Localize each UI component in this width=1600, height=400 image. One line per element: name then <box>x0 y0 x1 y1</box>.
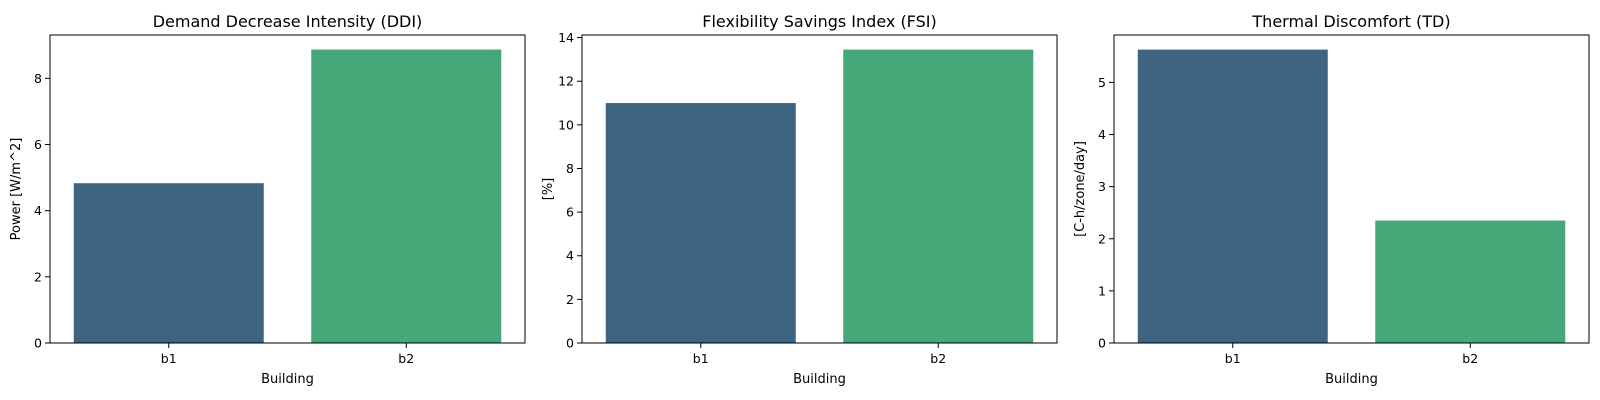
x-tick-label: b2 <box>398 351 414 366</box>
chart-panel-3: b1 b2 0 1 2 3 4 5 Thermal Discomfort (TD) Buildin… <box>1073 12 1590 387</box>
y-tick-label: 12 <box>558 74 574 89</box>
chart-panel-1: b1 b2 0 2 4 6 8 Demand Decrease Intensity (DDI)… <box>9 12 526 387</box>
y-tick-label: 6 <box>34 137 42 152</box>
chart-panel-2: b1 b2 0 2 4 6 8 10 12 14 Flexibility Savings Index… <box>541 12 1058 387</box>
x-axis-label: Building <box>261 372 314 387</box>
chart-title: Demand Decrease Intensity (DDI) <box>153 12 423 31</box>
x-tick-label: b1 <box>161 351 177 366</box>
y-tick-label: 0 <box>34 336 42 351</box>
y-tick-label: 8 <box>566 161 574 176</box>
y-tick-label: 2 <box>1098 231 1106 246</box>
y-tick-label: 1 <box>1098 283 1106 298</box>
x-tick-label: b2 <box>1462 351 1478 366</box>
bar-b1 <box>605 103 796 343</box>
y-tick-label: 10 <box>558 117 574 132</box>
axes-frame <box>581 34 1058 344</box>
y-tick-label: 2 <box>34 269 42 284</box>
bar-b2 <box>843 49 1034 343</box>
y-tick-label: 0 <box>566 336 574 351</box>
bar-b1 <box>1137 49 1328 343</box>
y-tick-label: 0 <box>1098 336 1106 351</box>
x-tick-label: b2 <box>930 351 946 366</box>
x-tick-label: b1 <box>693 351 709 366</box>
x-tick-label: b1 <box>1225 351 1241 366</box>
axes-frame <box>1113 34 1590 344</box>
chart-title: Flexibility Savings Index (FSI) <box>702 12 936 31</box>
y-tick-label: 14 <box>558 30 574 45</box>
y-axis-label: Power [W/m^2] <box>9 138 24 241</box>
axes-frame <box>49 34 526 344</box>
y-tick-label: 4 <box>1098 127 1106 142</box>
y-tick-label: 4 <box>566 248 574 263</box>
bar-b2 <box>311 49 502 343</box>
y-tick-label: 8 <box>34 71 42 86</box>
y-axis-label: [%] <box>541 178 556 201</box>
chart-title: Thermal Discomfort (TD) <box>1251 12 1450 31</box>
bar-b1 <box>73 183 264 343</box>
bar-b2 <box>1375 220 1566 343</box>
y-axis-label: [C-h/zone/day] <box>1073 141 1088 237</box>
y-tick-label: 3 <box>1098 179 1106 194</box>
x-axis-label: Building <box>1325 372 1378 387</box>
y-tick-label: 2 <box>566 292 574 307</box>
y-tick-label: 6 <box>566 205 574 220</box>
y-tick-label: 5 <box>1098 75 1106 90</box>
y-tick-label: 4 <box>34 203 42 218</box>
x-axis-label: Building <box>793 372 846 387</box>
